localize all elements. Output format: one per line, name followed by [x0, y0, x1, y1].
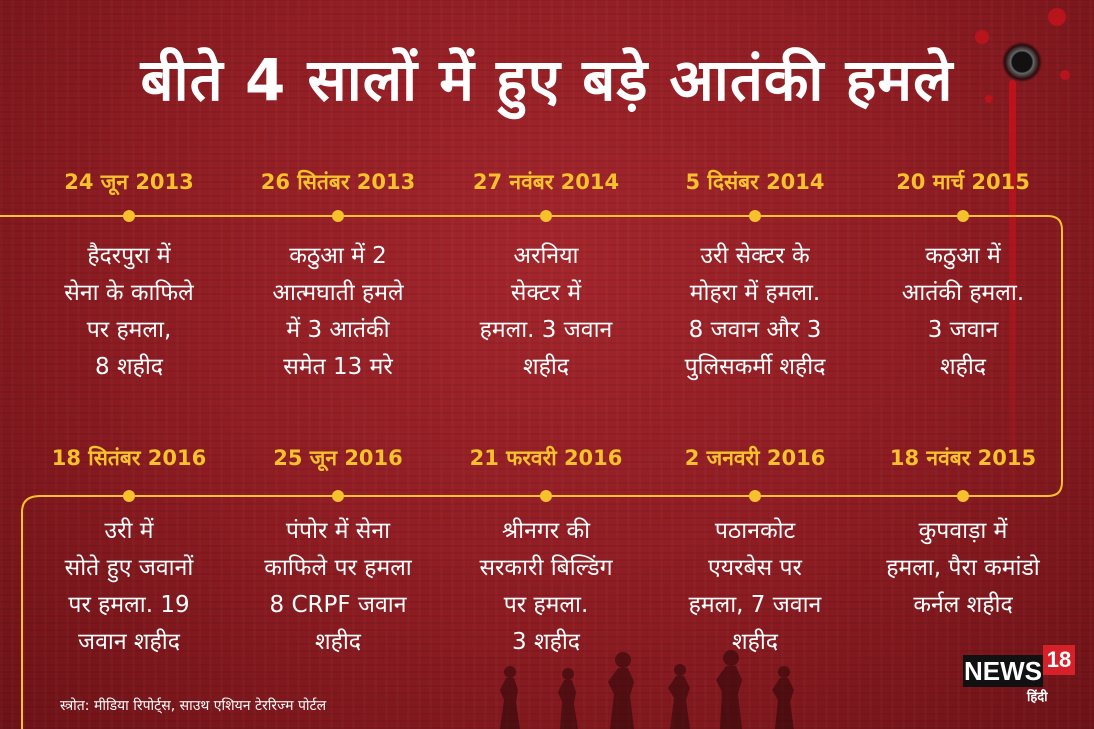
event-description-line: में 3 आतंकी: [286, 317, 390, 343]
event-description: अरनिया सेक्टर में हमला. 3 जवान शहीद: [446, 238, 646, 386]
event-description-line: हमला, पैरा कमांडो: [886, 555, 1040, 581]
event-description-line: सेना के काफिले: [64, 280, 194, 306]
event-description-line: सोते हुए जवानों: [64, 555, 194, 581]
event-description-line: शहीद: [731, 629, 779, 655]
event-description-line: पर हमला,: [86, 317, 172, 343]
blood-splatter: [1060, 70, 1070, 80]
bullet-hole-icon: [1002, 42, 1042, 82]
event-description-line: पंपोर में सेना: [285, 518, 391, 544]
event-description-line: शहीद: [314, 629, 362, 655]
event-description-line: श्रीनगर की: [501, 518, 591, 544]
timeline-dot: [957, 210, 969, 222]
event-date: 25 जून 2016: [273, 446, 403, 470]
timeline-dot: [123, 490, 135, 502]
event-description-line: 8 CRPF जवान: [269, 592, 407, 618]
event-description-line: 3 जवान: [927, 317, 999, 343]
event-description: पंपोर में सेना काफिले पर हमला 8 CRPF जवान श…: [238, 513, 438, 661]
timeline-dot: [332, 490, 344, 502]
logo-number: 18: [1043, 645, 1075, 675]
event-description-line: हमला. 3 जवान: [479, 317, 613, 343]
event-description-line: उरी में: [104, 518, 154, 544]
timeline-dot: [540, 490, 552, 502]
event-date: 18 सितंबर 2016: [51, 446, 207, 470]
event-description: पठानकोट एयरबेस पर हमला, 7 जवान शहीद: [655, 513, 855, 661]
event-description-line: उरी सेक्टर के: [700, 243, 810, 269]
event-description-line: कर्नल शहीद: [913, 592, 1013, 618]
event-description: कठुआ में आतंकी हमला. 3 जवान शहीद: [863, 238, 1063, 386]
event-description-line: कुपवाड़ा में: [918, 518, 1008, 544]
timeline-dot: [332, 210, 344, 222]
timeline-dot: [123, 210, 135, 222]
event-date: 5 दिसंबर 2014: [685, 170, 825, 194]
event-description-line: सेक्टर में: [510, 280, 582, 306]
event-description-line: काफिले पर हमला: [264, 555, 412, 581]
event-date: 27 नवंबर 2014: [472, 170, 620, 194]
blood-splatter: [975, 30, 989, 44]
event-date: 24 जून 2013: [64, 170, 194, 194]
event-description-line: शहीद: [522, 354, 570, 380]
event-description-line: आतंकी हमला.: [901, 280, 1025, 306]
page-title: बीते 4 सालों में हुए बड़े आतंकी हमले: [140, 46, 954, 114]
event-description-line: पर हमला. 19: [68, 592, 190, 618]
blood-splatter: [985, 95, 993, 103]
event-date: 2 जनवरी 2016: [684, 446, 826, 470]
event-description-line: सरकारी बिल्डिंग: [479, 555, 613, 581]
timeline-dot: [749, 210, 761, 222]
event-description: उरी में सोते हुए जवानों पर हमला. 19 जवान शह…: [29, 513, 229, 661]
event-description: श्रीनगर की सरकारी बिल्डिंग पर हमला. 3 शहीद: [446, 513, 646, 661]
event-date: 18 नवंबर 2015: [889, 446, 1037, 470]
event-description-line: हमला, 7 जवान: [688, 592, 822, 618]
event-description-line: 8 शहीद: [95, 354, 163, 380]
event-description: उरी सेक्टर के मोहरा में हमला. 8 जवान और 3 प…: [655, 238, 855, 386]
blood-splatter: [1048, 8, 1066, 26]
logo-brand: NEWS: [963, 655, 1043, 687]
event-description-line: कठुआ में: [925, 243, 1001, 269]
event-description-line: समेत 13 मरे: [283, 354, 393, 380]
event-description-line: पर हमला.: [503, 592, 589, 618]
event-description: कुपवाड़ा में हमला, पैरा कमांडो कर्नल शहीद: [863, 513, 1063, 624]
event-description: हैदरपुरा में सेना के काफिले पर हमला, 8 शहीद: [29, 238, 229, 386]
event-date: 21 फरवरी 2016: [469, 446, 623, 470]
event-description-line: हैदरपुरा में: [87, 243, 171, 269]
event-description-line: पठानकोट: [714, 518, 796, 544]
event-description-line: शहीद: [939, 354, 987, 380]
event-description: कठुआ में 2 आत्मघाती हमले में 3 आतंकी समेत 1…: [238, 238, 438, 386]
event-description-line: जवान शहीद: [78, 629, 180, 655]
event-description-line: 8 जवान और 3: [688, 317, 822, 343]
soldiers-silhouette: [500, 650, 794, 729]
timeline-dot: [957, 490, 969, 502]
event-description-line: पुलिसकर्मी शहीद: [684, 354, 826, 380]
timeline-dot: [749, 490, 761, 502]
event-description-line: आत्मघाती हमले: [272, 280, 404, 306]
blood-drip: [1009, 80, 1016, 520]
event-description-line: एयरबेस पर: [708, 555, 802, 581]
news18-logo: NEWS 18 हिंदी: [963, 645, 1075, 707]
event-description-line: 3 शहीद: [512, 629, 580, 655]
timeline-path: [0, 215, 1063, 729]
source-note: स्त्रोत: मीडिया रिपोर्ट्स, साउथ एशियन टे…: [60, 698, 327, 714]
event-description-line: मोहरा में हमला.: [689, 280, 821, 306]
timeline-dot: [540, 210, 552, 222]
event-date: 26 सितंबर 2013: [260, 170, 416, 194]
logo-sub: हिंदी: [1027, 690, 1048, 705]
event-date: 20 मार्च 2015: [896, 170, 1030, 194]
event-description-line: अरनिया: [513, 243, 579, 269]
event-description-line: कठुआ में 2: [289, 243, 387, 269]
